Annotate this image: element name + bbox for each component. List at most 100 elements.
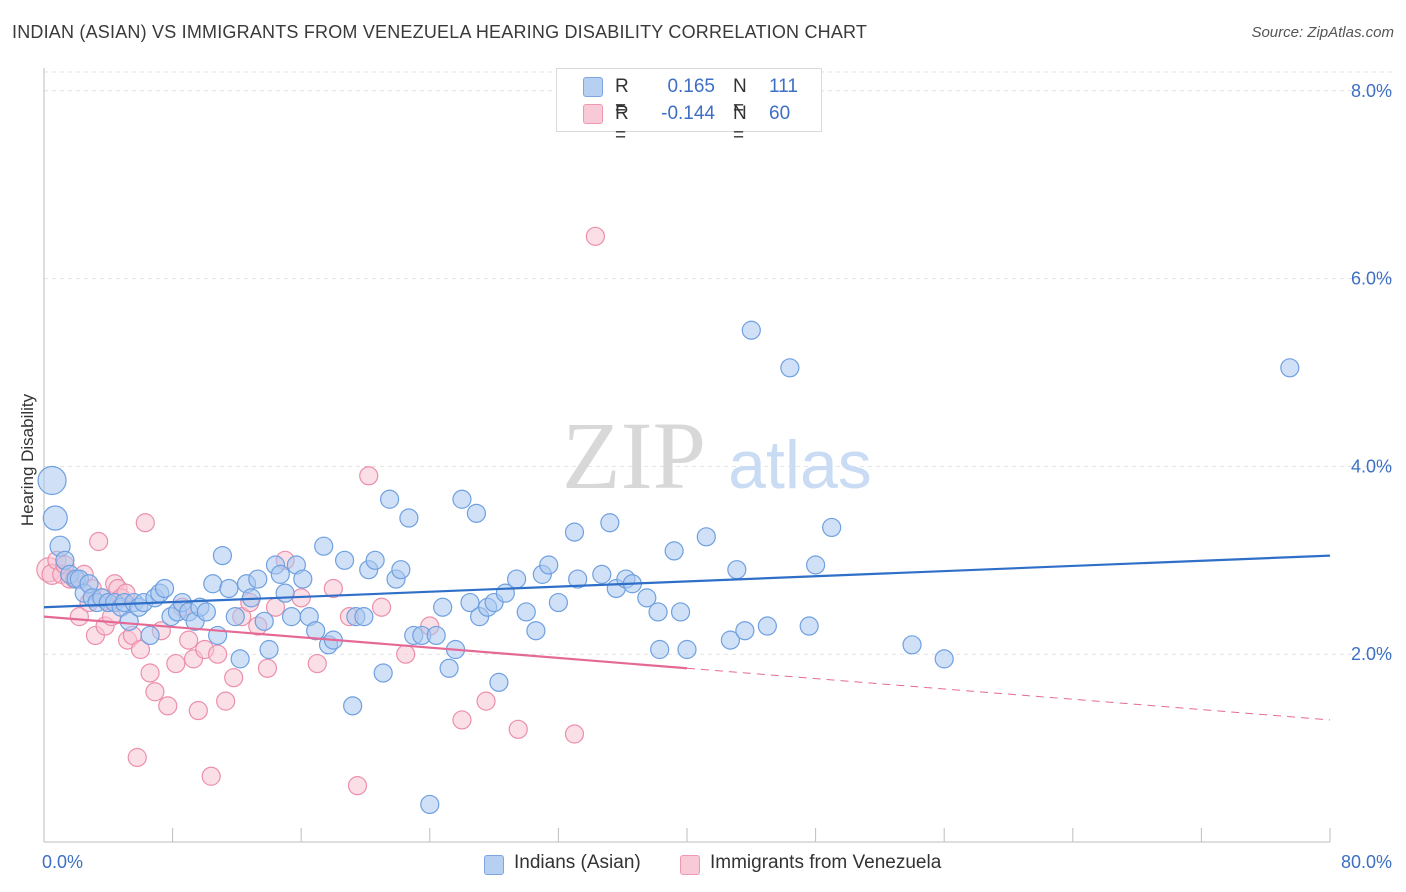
venezuela-point (359, 466, 379, 486)
watermark-zip: ZIP (562, 402, 706, 509)
indians-point (564, 522, 585, 542)
venezuela-trend-extension (686, 667, 1331, 721)
indians-point (780, 358, 800, 378)
indians-point (489, 672, 509, 692)
indians-point (677, 639, 697, 660)
indians-point (735, 621, 755, 641)
indians-point (507, 569, 527, 589)
y-tick-label: 8.0% (1351, 81, 1392, 101)
indians-point (365, 550, 385, 570)
stats-r-label: R = (615, 76, 629, 119)
indians-point (902, 635, 922, 655)
indians-point (225, 607, 245, 627)
venezuela-point (476, 691, 496, 711)
indians-point (306, 621, 326, 641)
stats-r-value: -0.144 (661, 103, 715, 124)
indians-point (154, 578, 175, 599)
indians-point (526, 621, 546, 641)
series-venezuela-points (36, 226, 605, 796)
venezuela-point (585, 226, 605, 246)
venezuela-point (130, 639, 151, 660)
indians-point (399, 508, 419, 528)
chart-title: INDIAN (ASIAN) VS IMMIGRANTS FROM VENEZU… (12, 22, 868, 42)
indians-point (373, 663, 393, 683)
venezuela-point (201, 766, 221, 786)
watermark-atlas: atlas (728, 427, 872, 503)
venezuela-point (216, 691, 236, 711)
trend-lines (43, 554, 1331, 721)
indians-point (42, 505, 68, 531)
indians-point (433, 597, 453, 617)
indians-point (934, 649, 954, 669)
legend-label: Immigrants from Venezuela (710, 852, 942, 873)
venezuela-point (452, 710, 472, 730)
indians-point (335, 550, 355, 570)
indians-point (196, 602, 216, 622)
x-tick-label-max: 80.0% (1340, 852, 1392, 872)
indians-point (696, 527, 716, 547)
indians-point (648, 602, 668, 622)
venezuela-point (371, 597, 392, 617)
venezuela-point (188, 700, 208, 721)
indians-point (391, 560, 411, 580)
watermark: ZIP atlas (562, 402, 872, 509)
indians-point (270, 564, 290, 584)
indians-point (314, 536, 334, 556)
y-axis-label: Hearing Disability (18, 393, 37, 527)
venezuela-point (224, 668, 244, 688)
stats-r-label: R = (615, 103, 629, 146)
stats-n-value: 60 (769, 103, 791, 124)
indians-point (254, 611, 274, 631)
venezuela-point (307, 653, 327, 674)
indians-point (600, 513, 620, 533)
venezuela-trend-line (43, 615, 688, 670)
indians-point (248, 569, 268, 589)
indians-point (37, 465, 67, 496)
gridlines (44, 71, 1392, 655)
y-tick-label: 6.0% (1351, 269, 1392, 289)
indians-point (452, 489, 472, 509)
indians-point (343, 696, 363, 716)
venezuela-point (564, 724, 585, 744)
indians-point (637, 588, 657, 608)
indians-point (420, 794, 440, 815)
venezuela-point (257, 658, 278, 678)
indians-point (727, 560, 747, 580)
venezuela-point (127, 747, 147, 768)
x-tick-label-min: 0.0% (42, 852, 84, 872)
stats-swatch-pink (583, 104, 603, 124)
indians-point (1280, 358, 1300, 378)
source-label: Source: ZipAtlas.com (1251, 24, 1394, 41)
stats-n-label: N = (733, 76, 747, 119)
y-tick-labels: 2.0% 4.0% 6.0% 8.0% (1351, 81, 1392, 664)
venezuela-point (69, 607, 89, 627)
venezuela-point (89, 531, 109, 552)
venezuela-point (140, 663, 160, 683)
indians-point (439, 658, 459, 678)
indians-point (650, 639, 670, 660)
venezuela-point (135, 513, 155, 533)
venezuela-point (179, 630, 199, 650)
indians-point (741, 320, 761, 340)
legend-swatch-pink (680, 855, 700, 875)
indians-point (592, 564, 612, 584)
venezuela-point (208, 644, 228, 664)
venezuela-point (158, 696, 178, 716)
stats-n-value: 111 (769, 76, 798, 97)
indians-point (822, 517, 842, 538)
indians-point (219, 578, 239, 599)
indians-point (460, 592, 480, 613)
stats-r-value: 0.165 (667, 76, 715, 97)
indians-point (757, 616, 777, 636)
venezuela-point (347, 776, 368, 796)
indians-point (140, 625, 160, 646)
indians-point (720, 630, 741, 650)
indians-point (203, 574, 223, 594)
stats-box: R = 0.165 N = 111 R = -0.144 N = 60 (556, 68, 822, 146)
indians-point (119, 611, 139, 631)
axes (43, 68, 1331, 843)
indians-point (568, 569, 588, 589)
venezuela-point (323, 578, 343, 599)
venezuela-point (508, 719, 528, 739)
